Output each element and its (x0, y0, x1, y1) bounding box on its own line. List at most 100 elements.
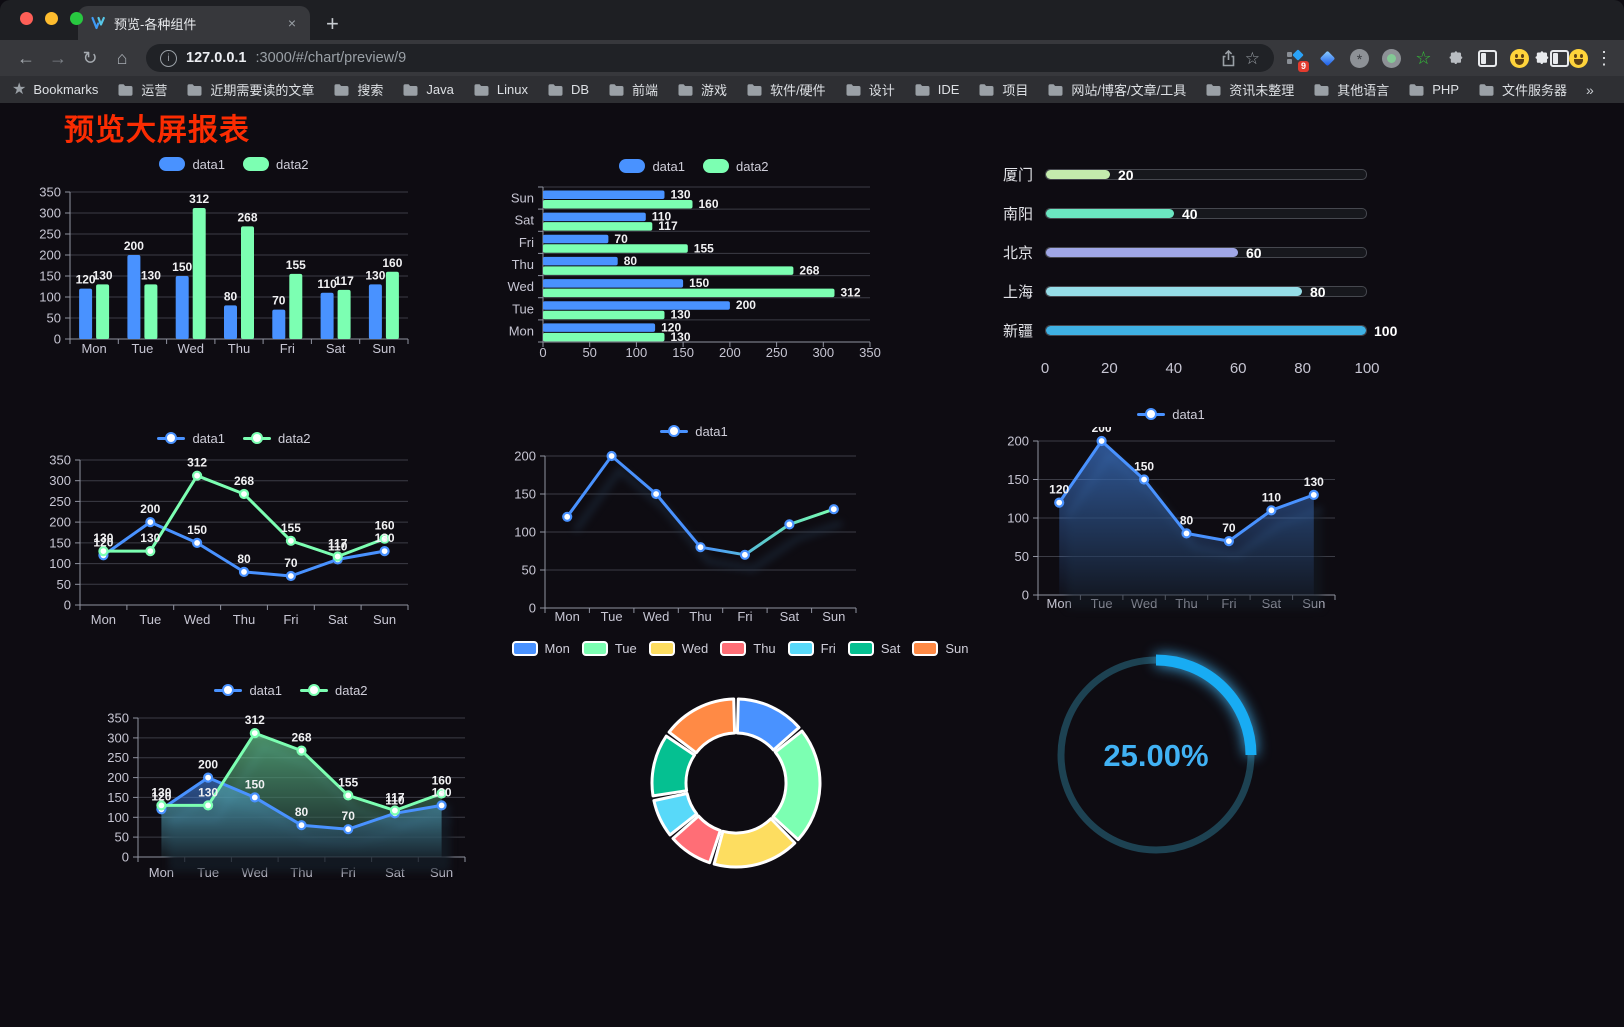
url-bar[interactable]: i 127.0.0.1 :3000/#/chart/preview/9 ☆ (146, 44, 1274, 72)
extensions-puzzle-icon[interactable] (1533, 50, 1550, 67)
emoji-profile-icon[interactable] (1569, 48, 1588, 68)
close-window-button[interactable] (20, 12, 33, 25)
legend-item[interactable]: data2 (300, 683, 368, 698)
bookmark-folder[interactable]: 近期需要读的文章 (186, 80, 314, 99)
legend-item[interactable]: Sun (912, 640, 968, 656)
grid-diamond-icon[interactable]: 9 (1282, 44, 1309, 72)
minimize-window-button[interactable] (45, 12, 58, 25)
bookmark-folder[interactable]: 网站/博客/文章/工具 (1047, 80, 1186, 99)
svg-text:200: 200 (107, 770, 129, 785)
bookmarks-root[interactable]: ★ Bookmarks (12, 81, 99, 98)
legend-item[interactable]: data1 (159, 157, 225, 172)
chart-line-two-series: data1 data2 0 50 100 150 200 250 300 350 Mon Tue Wed… (38, 425, 430, 637)
svg-text:130: 130 (141, 268, 161, 282)
bookmark-folder[interactable]: DB (547, 82, 589, 97)
snowflake-circle-icon[interactable]: * (1346, 44, 1373, 72)
svg-text:100: 100 (107, 810, 129, 825)
svg-text:160: 160 (699, 197, 719, 211)
bookmark-folder[interactable]: 其他语言 (1313, 80, 1389, 99)
bookmark-folder[interactable]: 设计 (845, 80, 895, 99)
progress-value: 100 (1374, 322, 1398, 339)
legend-item[interactable]: data2 (243, 431, 311, 446)
svg-text:Sat: Sat (328, 612, 348, 627)
svg-text:300: 300 (107, 730, 129, 745)
svg-text:Tue: Tue (131, 341, 153, 356)
svg-text:Mon: Mon (555, 609, 580, 624)
svg-text:130: 130 (1304, 475, 1324, 489)
svg-text:130: 130 (432, 785, 452, 799)
bookmark-folder[interactable]: IDE (914, 82, 959, 97)
dot-circle-icon[interactable] (1378, 44, 1405, 72)
bookmark-folder[interactable]: 搜索 (333, 80, 383, 99)
legend-item[interactable]: data1 (1137, 407, 1205, 422)
home-icon[interactable]: ⌂ (116, 48, 128, 68)
legend-item[interactable]: Mon (511, 640, 570, 656)
progress-fill (1046, 209, 1174, 218)
svg-text:Wed: Wed (184, 612, 211, 627)
svg-text:Sat: Sat (780, 609, 800, 624)
bookmark-folder[interactable]: 前端 (608, 80, 658, 99)
split-square-icon[interactable] (1474, 44, 1501, 72)
puzzle-icon[interactable] (1442, 44, 1469, 72)
bookmark-star-icon[interactable]: ☆ (1244, 48, 1260, 68)
legend-item[interactable]: data1 (157, 431, 225, 446)
bookmark-folder[interactable]: 文件服务器 (1478, 80, 1567, 99)
svg-text:117: 117 (334, 274, 354, 288)
bookmark-folder[interactable]: Java (402, 82, 454, 97)
legend-item[interactable]: Thu (720, 640, 776, 656)
green-star-icon[interactable]: ☆ (1415, 48, 1432, 68)
legend-item[interactable]: Wed (648, 640, 708, 656)
progress-value: 60 (1246, 244, 1262, 261)
legend-item[interactable]: data2 (703, 159, 769, 174)
svg-text:0: 0 (64, 598, 71, 613)
bookmark-folder[interactable]: 运营 (117, 80, 167, 99)
svg-text:50: 50 (522, 563, 536, 578)
new-tab-button[interactable]: + (326, 11, 339, 36)
browser-menu-icon[interactable]: ⋮ (1595, 47, 1613, 68)
bookmark-folder[interactable]: 项目 (978, 80, 1028, 99)
bookmarks-label: Bookmarks (33, 82, 99, 97)
svg-text:350: 350 (859, 345, 881, 360)
gem-icon[interactable] (1314, 44, 1341, 72)
legend-item[interactable]: data1 (619, 159, 685, 174)
progress-row: 北京 60 (985, 233, 1367, 272)
folder-icon (187, 83, 202, 96)
svg-text:160: 160 (432, 774, 452, 788)
bookmark-folder[interactable]: PHP (1408, 82, 1459, 97)
svg-text:130: 130 (671, 188, 691, 202)
folder-icon (979, 83, 994, 96)
legend-item[interactable]: Fri (787, 640, 836, 656)
legend-item[interactable]: Tue (581, 640, 637, 656)
svg-text:117: 117 (385, 791, 405, 805)
progress-fill (1046, 326, 1366, 335)
progress-track: 20 (1045, 167, 1367, 183)
svg-text:300: 300 (39, 206, 61, 221)
svg-text:70: 70 (614, 232, 628, 246)
zoom-window-button[interactable] (70, 12, 83, 25)
svg-text:100: 100 (49, 556, 71, 571)
bookmark-folder[interactable]: 资讯未整理 (1205, 80, 1294, 99)
forward-icon[interactable]: → (49, 48, 67, 68)
progress-label: 新疆 (1002, 323, 1033, 340)
bookmark-folder[interactable]: 软件/硬件 (746, 80, 826, 99)
legend-item[interactable]: data1 (214, 683, 282, 698)
legend-item[interactable]: Sat (847, 640, 900, 656)
pie-slice-Thu (671, 814, 722, 865)
tab-close-icon[interactable]: × (287, 15, 296, 31)
page-title: 预览大屏报表 (64, 114, 250, 147)
share-icon[interactable] (1221, 49, 1236, 67)
bookmark-folder[interactable]: 游戏 (677, 80, 727, 99)
browser-tab[interactable]: 预览-各种组件 × (78, 6, 310, 40)
back-icon[interactable]: ← (17, 48, 35, 68)
progress-track: 100 (1045, 323, 1397, 339)
bookmarks-overflow-icon[interactable]: » (1586, 81, 1594, 98)
reload-icon[interactable]: ↻ (82, 48, 98, 68)
emoji-icon[interactable] (1506, 44, 1533, 72)
legend-item[interactable]: data1 (660, 424, 728, 439)
legend-item[interactable]: data2 (243, 157, 309, 172)
bookmark-folder[interactable]: Linux (473, 82, 528, 97)
sidebar-icon[interactable] (1550, 49, 1569, 67)
site-info-icon[interactable]: i (160, 49, 177, 67)
svg-text:200: 200 (736, 298, 756, 312)
